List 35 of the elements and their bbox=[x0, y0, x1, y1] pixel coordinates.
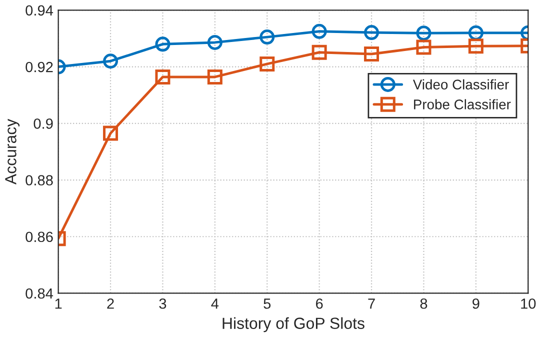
x-tick-label: 10 bbox=[521, 298, 536, 309]
y-tick-label: 0.94 bbox=[26, 5, 54, 16]
point bbox=[312, 44, 327, 60]
y-tick-label: 0.88 bbox=[26, 175, 53, 186]
x-axis-title: History of GoP Slots bbox=[222, 317, 364, 332]
point bbox=[103, 126, 118, 141]
y-tick-label: 0.86 bbox=[26, 232, 53, 242]
point bbox=[207, 34, 222, 50]
point bbox=[207, 69, 222, 84]
y-axis-title: Accuracy bbox=[5, 118, 20, 185]
point bbox=[312, 24, 327, 39]
x-tick-label: 1 bbox=[55, 298, 62, 309]
point bbox=[416, 40, 432, 55]
x-tick-label: 7 bbox=[368, 298, 375, 309]
x-tick-label: 9 bbox=[472, 298, 480, 309]
y-tick-label: 0.9 bbox=[34, 118, 53, 129]
x-tick-label: 5 bbox=[264, 298, 271, 309]
point bbox=[155, 69, 170, 84]
y-tick-label: 0.92 bbox=[26, 62, 53, 72]
point bbox=[416, 26, 432, 41]
x-tick-label: 2 bbox=[107, 298, 114, 309]
x-tick-label: 8 bbox=[420, 298, 428, 309]
point bbox=[260, 56, 275, 72]
legend-label: Probe Classifier bbox=[414, 99, 511, 110]
point bbox=[103, 54, 118, 69]
legend-label: Video Classifier bbox=[412, 79, 509, 90]
point bbox=[364, 46, 380, 62]
point bbox=[364, 25, 380, 40]
x-tick-label: 3 bbox=[159, 298, 166, 309]
y-tick-label: 0.84 bbox=[26, 288, 54, 299]
point bbox=[260, 30, 275, 45]
point bbox=[468, 38, 484, 54]
point bbox=[155, 36, 170, 52]
x-tick-label: 4 bbox=[211, 298, 219, 309]
x-tick-label: 6 bbox=[316, 298, 323, 309]
